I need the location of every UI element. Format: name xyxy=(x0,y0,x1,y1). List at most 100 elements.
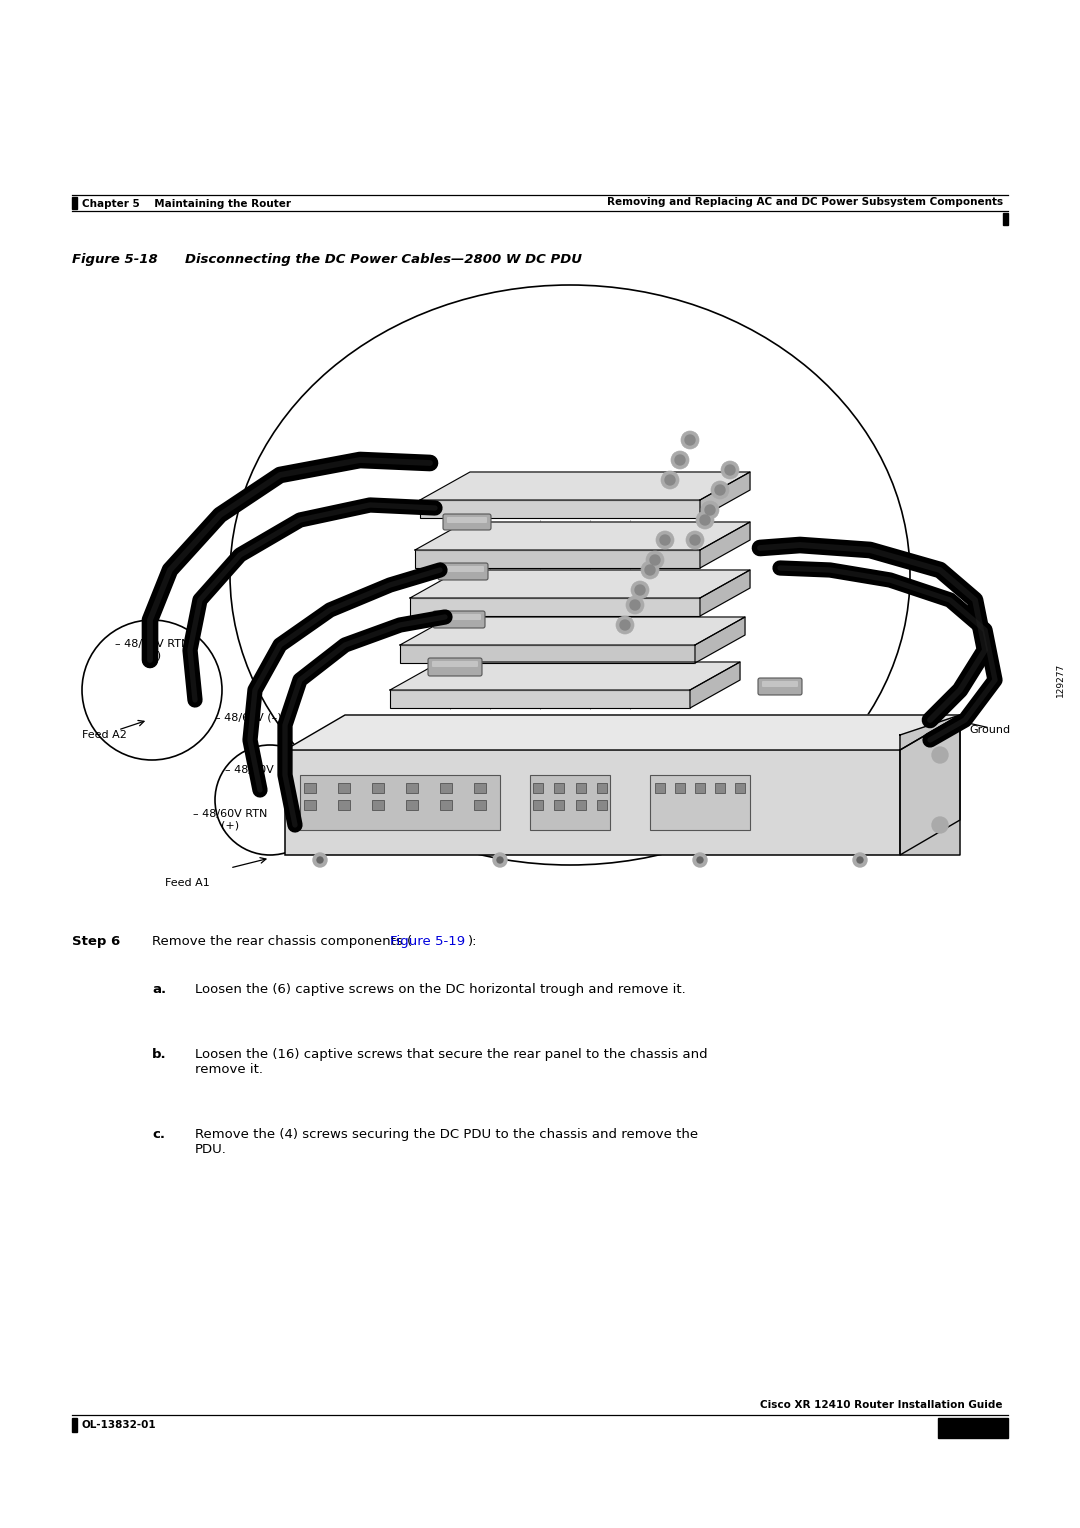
Bar xyxy=(1003,212,1008,225)
Polygon shape xyxy=(900,715,960,856)
Polygon shape xyxy=(390,662,740,691)
Bar xyxy=(576,782,585,793)
Circle shape xyxy=(675,455,685,465)
Polygon shape xyxy=(690,662,740,707)
Circle shape xyxy=(645,565,654,575)
Bar xyxy=(420,500,700,518)
Text: Ground: Ground xyxy=(969,724,1010,735)
Circle shape xyxy=(696,510,714,529)
Bar xyxy=(474,801,486,810)
Text: Feed A2: Feed A2 xyxy=(82,730,126,740)
Polygon shape xyxy=(410,570,750,597)
Bar xyxy=(72,1418,77,1432)
Polygon shape xyxy=(700,523,750,568)
Text: – 48/60V RTN
(+): – 48/60V RTN (+) xyxy=(193,810,267,831)
Bar xyxy=(400,645,696,663)
Text: Removing and Replacing AC and DC Power Subsystem Components: Removing and Replacing AC and DC Power S… xyxy=(607,197,1003,206)
Circle shape xyxy=(626,596,644,614)
Text: b.: b. xyxy=(152,1048,166,1060)
Polygon shape xyxy=(700,472,750,518)
Text: 129277: 129277 xyxy=(1055,663,1065,697)
Circle shape xyxy=(693,853,707,866)
Bar xyxy=(534,782,543,793)
Bar xyxy=(675,782,685,793)
Text: Figure 5-19: Figure 5-19 xyxy=(390,935,465,947)
Text: – 48/60V RTN
(+): – 48/60V RTN (+) xyxy=(114,639,189,660)
FancyBboxPatch shape xyxy=(762,681,798,688)
Circle shape xyxy=(685,435,696,445)
Polygon shape xyxy=(900,715,960,856)
Circle shape xyxy=(635,585,645,594)
Text: Figure 5-18: Figure 5-18 xyxy=(72,254,158,266)
Text: ):: ): xyxy=(468,935,477,947)
Circle shape xyxy=(686,532,704,549)
FancyBboxPatch shape xyxy=(758,678,802,695)
Bar xyxy=(285,750,900,856)
FancyBboxPatch shape xyxy=(442,565,484,571)
Polygon shape xyxy=(285,715,960,750)
Bar xyxy=(372,801,384,810)
Bar xyxy=(715,782,725,793)
Bar xyxy=(410,597,700,616)
Bar xyxy=(554,801,565,810)
FancyBboxPatch shape xyxy=(428,659,482,675)
Bar xyxy=(530,775,610,830)
Bar xyxy=(72,197,77,209)
FancyBboxPatch shape xyxy=(438,562,488,581)
FancyBboxPatch shape xyxy=(433,611,485,628)
Circle shape xyxy=(721,461,739,478)
Circle shape xyxy=(858,857,863,863)
Circle shape xyxy=(665,475,675,484)
Polygon shape xyxy=(420,472,750,500)
Polygon shape xyxy=(700,570,750,616)
Text: Remove the (4) screws securing the DC PDU to the chassis and remove the
PDU.: Remove the (4) screws securing the DC PD… xyxy=(195,1128,698,1157)
Bar xyxy=(406,782,418,793)
Bar xyxy=(338,782,350,793)
Circle shape xyxy=(620,620,630,630)
Text: – 48/60V (–): – 48/60V (–) xyxy=(215,714,282,723)
Circle shape xyxy=(631,581,649,599)
Bar xyxy=(372,782,384,793)
Bar xyxy=(415,550,700,568)
Bar xyxy=(650,775,750,830)
Bar xyxy=(696,782,705,793)
Circle shape xyxy=(932,747,948,762)
Bar xyxy=(735,782,745,793)
Circle shape xyxy=(711,481,729,500)
Polygon shape xyxy=(696,617,745,663)
Circle shape xyxy=(671,451,689,469)
Circle shape xyxy=(715,484,725,495)
FancyBboxPatch shape xyxy=(432,662,478,668)
Text: OL-13832-01: OL-13832-01 xyxy=(82,1420,157,1430)
Circle shape xyxy=(313,853,327,866)
Circle shape xyxy=(853,853,867,866)
Circle shape xyxy=(318,857,323,863)
Bar xyxy=(554,782,565,793)
Text: Feed A1: Feed A1 xyxy=(165,879,210,888)
Circle shape xyxy=(690,535,700,545)
Circle shape xyxy=(492,853,507,866)
Bar xyxy=(534,801,543,810)
Bar xyxy=(303,801,316,810)
Circle shape xyxy=(697,857,703,863)
Circle shape xyxy=(725,465,735,475)
Circle shape xyxy=(681,431,699,449)
Circle shape xyxy=(705,504,715,515)
Text: Cisco XR 12410 Router Installation Guide: Cisco XR 12410 Router Installation Guide xyxy=(760,1400,1003,1410)
Circle shape xyxy=(650,555,660,565)
Bar xyxy=(939,1418,1008,1438)
Bar xyxy=(303,782,316,793)
Text: c.: c. xyxy=(152,1128,165,1141)
Text: Loosen the (6) captive screws on the DC horizontal trough and remove it.: Loosen the (6) captive screws on the DC … xyxy=(195,983,686,996)
Circle shape xyxy=(497,857,503,863)
Circle shape xyxy=(630,601,640,610)
Text: Disconnecting the DC Power Cables—2800 W DC PDU: Disconnecting the DC Power Cables—2800 W… xyxy=(185,254,582,266)
Bar xyxy=(440,782,453,793)
Circle shape xyxy=(701,501,719,520)
Circle shape xyxy=(642,561,659,579)
Circle shape xyxy=(656,532,674,549)
Text: a.: a. xyxy=(152,983,166,996)
Text: 5-31: 5-31 xyxy=(957,1421,988,1435)
Bar xyxy=(597,801,607,810)
Circle shape xyxy=(646,552,664,568)
